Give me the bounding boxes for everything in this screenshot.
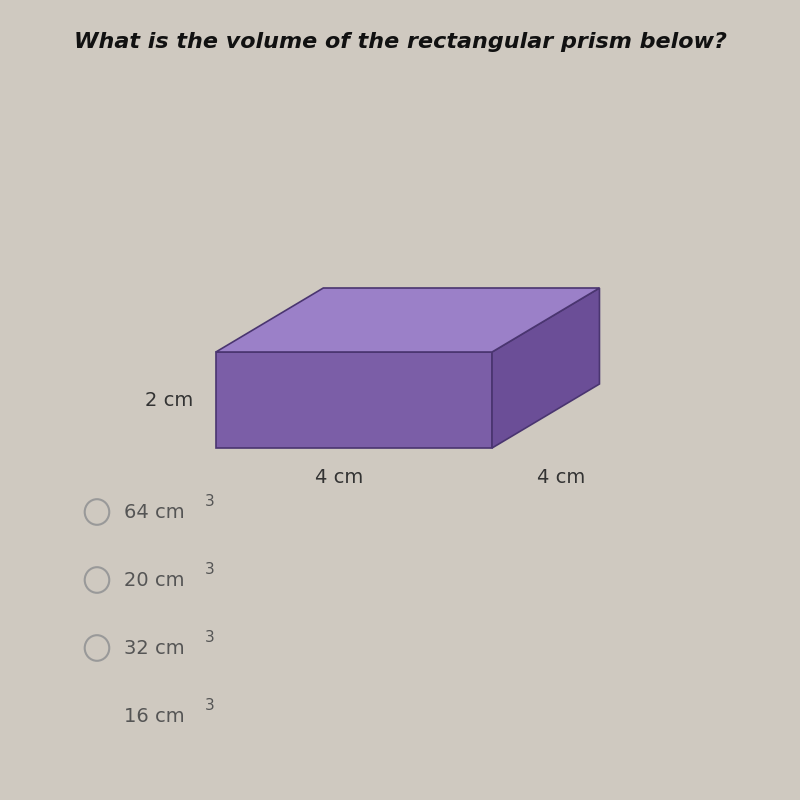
Text: 3: 3	[204, 698, 214, 713]
Text: 2 cm: 2 cm	[145, 390, 193, 410]
Text: 20 cm: 20 cm	[124, 570, 184, 590]
Text: 32 cm: 32 cm	[124, 638, 185, 658]
Text: What is the volume of the rectangular prism below?: What is the volume of the rectangular pr…	[74, 32, 726, 52]
Polygon shape	[216, 288, 599, 352]
Polygon shape	[492, 288, 599, 448]
Text: 4 cm: 4 cm	[314, 468, 362, 487]
Polygon shape	[216, 352, 492, 448]
Text: 4 cm: 4 cm	[537, 468, 586, 487]
Text: 64 cm: 64 cm	[124, 502, 185, 522]
Text: 3: 3	[204, 630, 214, 645]
Text: 3: 3	[204, 494, 214, 509]
Text: 16 cm: 16 cm	[124, 706, 185, 726]
Text: 3: 3	[204, 562, 214, 577]
